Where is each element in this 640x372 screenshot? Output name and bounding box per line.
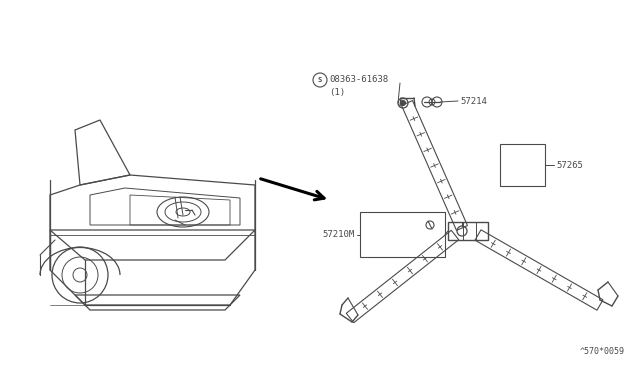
- Text: 57210M: 57210M: [323, 230, 355, 239]
- Text: 57265: 57265: [556, 160, 583, 170]
- Bar: [448, 222, 488, 240]
- Bar: [500, 144, 545, 186]
- Text: 57214: 57214: [460, 96, 487, 106]
- Text: ^570*0059: ^570*0059: [580, 347, 625, 356]
- Text: (1): (1): [329, 89, 345, 97]
- Text: 08363-61638: 08363-61638: [329, 76, 388, 84]
- Circle shape: [401, 100, 406, 106]
- Bar: [360, 212, 445, 257]
- Text: S: S: [318, 77, 322, 83]
